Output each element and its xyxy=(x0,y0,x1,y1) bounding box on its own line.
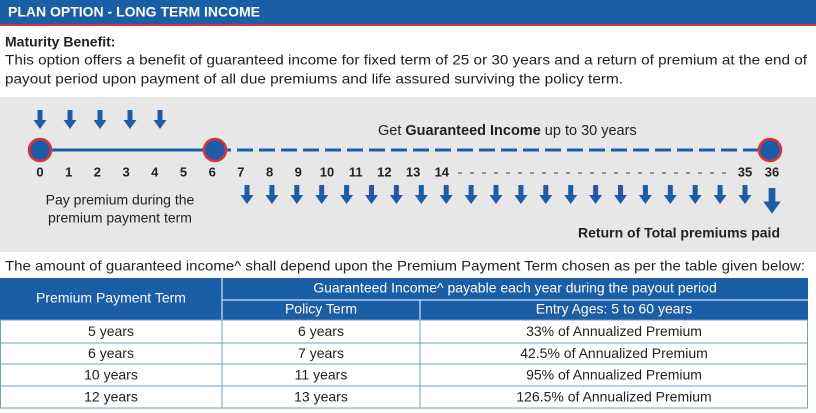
down-arrow xyxy=(340,185,354,204)
down-arrow xyxy=(33,110,47,129)
down-arrow xyxy=(489,185,503,204)
year-label: 7 xyxy=(237,164,244,179)
table: Premium Payment Term Guaranteed Income^ p… xyxy=(0,278,808,409)
down-arrow xyxy=(365,185,378,204)
year-label: 11 xyxy=(349,164,363,179)
timeline-node xyxy=(757,137,783,163)
timeline-node xyxy=(27,137,53,163)
year-label: 9 xyxy=(295,164,302,179)
down-arrow xyxy=(265,185,279,204)
year-label: 10 xyxy=(320,164,334,179)
down-arrow xyxy=(464,185,478,204)
table-cell: 126.5% of Annualized Premium xyxy=(516,389,711,405)
table-row xyxy=(0,385,808,409)
down-arrow xyxy=(663,185,677,204)
premium-note: Pay premium during the xyxy=(46,192,195,208)
premium-note: premium payment term xyxy=(48,210,192,226)
down-arrow xyxy=(713,185,727,204)
paragraph-line: payout period upon payment of all due pr… xyxy=(5,71,623,87)
year-label: 0 xyxy=(36,164,43,179)
section-heading: Maturity Benefit: xyxy=(5,34,115,50)
table-header: Policy Term xyxy=(285,301,357,317)
down-arrow xyxy=(123,110,137,129)
table-cell: 12 years xyxy=(84,389,138,405)
down-arrow xyxy=(564,185,578,204)
year-label: 6 xyxy=(209,164,216,179)
income-note: Get Guaranteed Income up to 30 years xyxy=(378,123,637,139)
income-prefix: Get xyxy=(378,123,405,139)
down-arrow xyxy=(688,185,702,204)
header-title: PLAN OPTION - LONG TERM INCOME xyxy=(8,4,260,20)
year-label: 5 xyxy=(180,164,187,179)
header-rule xyxy=(0,24,816,26)
table-cell: 7 years xyxy=(298,345,344,361)
down-arrow xyxy=(439,185,453,204)
table-cell: 95% of Annualized Premium xyxy=(526,367,702,383)
table-cell: 6 years xyxy=(298,323,344,339)
timeline-box xyxy=(0,97,816,252)
income-suffix: up to 30 years xyxy=(541,123,637,139)
table-cell: 6 years xyxy=(88,345,134,361)
timeline-node xyxy=(202,137,228,163)
down-arrow xyxy=(514,185,528,204)
down-arrow xyxy=(539,185,553,204)
return-note: Return of Total premiums paid xyxy=(578,225,780,241)
table-head xyxy=(0,278,808,320)
table-header: Guaranteed Income^ payable each year dur… xyxy=(313,280,717,296)
year-label: 36 xyxy=(765,164,779,179)
down-arrow xyxy=(240,185,254,204)
table-cell: 10 years xyxy=(84,367,138,383)
table-cell: 13 years xyxy=(294,389,348,405)
down-arrow xyxy=(93,110,107,129)
year-label: 12 xyxy=(377,164,391,179)
down-arrow xyxy=(63,110,77,129)
down-arrow xyxy=(290,185,304,204)
table-intro: The amount of guaranteed income^ shall d… xyxy=(5,258,805,274)
table-cell: 11 years xyxy=(295,367,348,383)
down-arrow xyxy=(389,185,403,204)
year-label: 4 xyxy=(151,164,159,179)
year-label: 8 xyxy=(266,164,273,179)
year-label: 35 xyxy=(738,164,752,179)
year-label: 1 xyxy=(65,164,72,179)
table-cell: 42.5% of Annualized Premium xyxy=(520,345,708,361)
table-cell: 33% of Annualized Premium xyxy=(526,323,702,339)
down-arrow xyxy=(315,185,329,204)
down-arrow xyxy=(738,185,752,204)
header-bar xyxy=(0,0,816,24)
income-bold: Guaranteed Income xyxy=(405,123,540,139)
table-cell: 5 years xyxy=(88,323,134,339)
year-label: 2 xyxy=(94,164,101,179)
down-arrow xyxy=(638,185,652,204)
year-label: 14 xyxy=(435,164,450,179)
down-arrow xyxy=(763,188,781,214)
down-arrow xyxy=(414,185,428,204)
table-header: Premium Payment Term xyxy=(36,290,186,306)
year-label: 3 xyxy=(122,164,129,179)
paragraph-line: This option offers a benefit of guarante… xyxy=(5,52,807,68)
down-arrow xyxy=(614,185,627,204)
down-arrow xyxy=(153,110,167,129)
table-header: Entry Ages: 5 to 60 years xyxy=(536,301,692,317)
year-label: 13 xyxy=(406,164,420,179)
down-arrow xyxy=(589,185,603,204)
